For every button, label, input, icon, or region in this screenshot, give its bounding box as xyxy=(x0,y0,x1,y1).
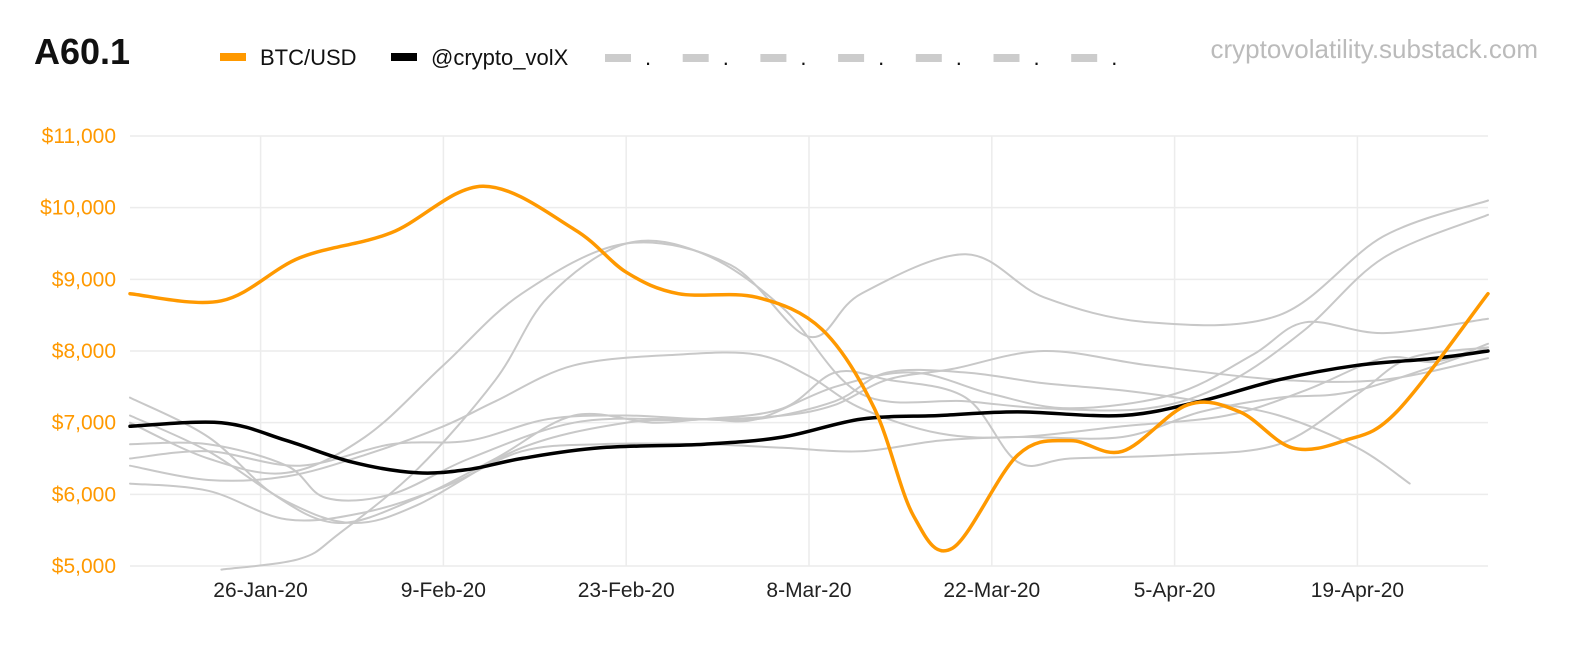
x-tick-label: 8-Mar-20 xyxy=(766,579,851,602)
legend-item-grey-label: . xyxy=(800,45,806,70)
series-line-grey-2 xyxy=(129,368,1411,502)
chart-header: A60.1 BTC/USD @crypto_volX....... cryptov… xyxy=(34,31,1538,72)
x-tick-label: 22-Mar-20 xyxy=(943,579,1040,602)
x-tick-label: 9-Feb-20 xyxy=(401,579,486,602)
series-line-grey-4 xyxy=(129,342,1489,482)
x-tick-label: 26-Jan-20 xyxy=(213,579,308,602)
legend-item-grey-swatch xyxy=(760,54,787,62)
y-tick-label: $7,000 xyxy=(52,412,116,435)
y-tick-label: $10,000 xyxy=(40,197,116,220)
legend-item-grey-label: . xyxy=(956,45,962,70)
legend-item-grey-label: . xyxy=(1034,45,1040,70)
axes: $5,000 $6,000 $7,000 $8,000 $9,000 $10,000 $11… xyxy=(40,125,1404,602)
y-tick-label: $8,000 xyxy=(52,340,116,363)
x-tick-label: 5-Apr-20 xyxy=(1134,579,1216,602)
y-tick-label: $6,000 xyxy=(52,483,116,506)
series-line-grey-5 xyxy=(129,317,1489,525)
series-line-grey-8 xyxy=(129,199,1489,475)
y-tick-label: $11,000 xyxy=(42,125,116,148)
source-label: cryptovolatility.substack.com xyxy=(1210,34,1538,64)
legend-item-btc-usd-label: BTC/USD xyxy=(260,45,357,70)
legend-item-grey-label: . xyxy=(723,45,729,70)
legend-item-grey-label: . xyxy=(1111,45,1117,70)
y-tick-label: $5,000 xyxy=(52,555,116,578)
y-tick-label: $9,000 xyxy=(52,268,116,291)
series-line-grey-3 xyxy=(129,346,1489,522)
series-lines xyxy=(128,184,1490,571)
legend-item-grey-swatch xyxy=(682,54,709,62)
legend-item-grey-swatch xyxy=(605,54,631,62)
grid xyxy=(130,135,1488,567)
legend-item-crypto-volx-label: @crypto_volX xyxy=(431,45,569,70)
series-line-crypto-volx xyxy=(128,349,1490,475)
x-tick-label: 19-Apr-20 xyxy=(1311,579,1404,602)
legend: BTC/USD @crypto_volX....... xyxy=(220,45,1117,70)
x-tick-label: 23-Feb-20 xyxy=(578,579,675,602)
legend-item-grey-swatch xyxy=(915,54,942,62)
legend-item-grey-swatch xyxy=(838,54,865,62)
legend-item-grey-label: . xyxy=(878,45,884,70)
series-line-grey-1 xyxy=(129,349,1489,467)
legend-item-grey-swatch xyxy=(993,54,1020,62)
legend-item-grey-swatch xyxy=(1071,54,1098,62)
chart-title: A60.1 xyxy=(34,31,130,72)
legend-item-btc-usd-swatch xyxy=(220,53,246,61)
series-line-btc-usd xyxy=(128,184,1490,553)
legend-item-grey-label: . xyxy=(645,45,651,70)
legend-item-crypto-volx-swatch xyxy=(391,53,417,61)
